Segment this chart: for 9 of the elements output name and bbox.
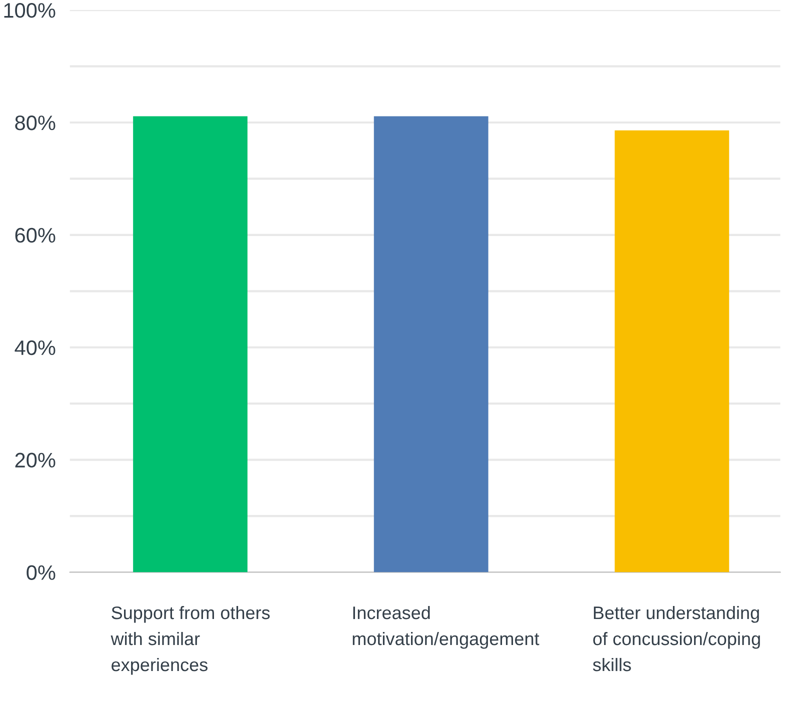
y-tick-label: 60% <box>15 228 56 243</box>
y-tick-label: 100% <box>4 3 56 18</box>
x-tick-label: Increased motivation/engagement <box>352 606 540 649</box>
y-tick-label: 20% <box>15 452 56 468</box>
x-tick-label: Support from others with similar experiences <box>110 606 270 675</box>
x-tick-label: Better understanding of concussion/coping skills <box>592 606 760 672</box>
y-tick-label: 80% <box>15 115 56 130</box>
y-tick-label: 40% <box>14 340 56 356</box>
y-tick-label: 0% <box>26 565 56 580</box>
